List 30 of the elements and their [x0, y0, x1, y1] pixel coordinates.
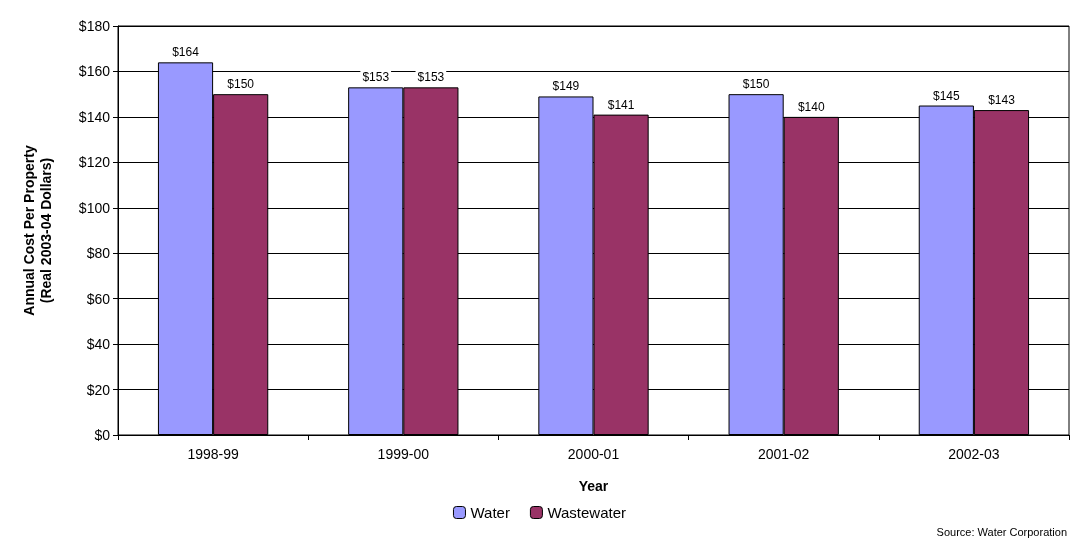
data-label: $143 [988, 93, 1016, 108]
data-label: $145 [932, 88, 960, 103]
data-label: $153 [362, 70, 390, 85]
x-tick-label: 2000-01 [567, 446, 620, 462]
y-tick-label: $160 [78, 63, 111, 80]
data-label: $140 [797, 99, 825, 114]
data-label: $149 [552, 79, 580, 94]
y-tick-label: $60 [86, 290, 111, 307]
y-tick-label: $100 [78, 199, 111, 216]
x-axis-title: Year [578, 478, 609, 494]
y-tick-label: $180 [78, 18, 111, 34]
legend-label: Wastewater [547, 504, 627, 521]
y-tick-label: $140 [78, 108, 111, 125]
data-label: $153 [417, 70, 445, 85]
x-tick-label: 2002-03 [948, 446, 1000, 462]
y-tick-label: $20 [86, 381, 111, 398]
y-tick-label: $80 [86, 245, 111, 262]
y-tick-label: $120 [78, 154, 111, 171]
x-tick-label: 2001-02 [758, 446, 810, 462]
data-label: $141 [607, 97, 635, 112]
legend-label: Water [470, 504, 510, 521]
x-tick-label: 1999-00 [377, 446, 430, 462]
y-tick-label: $0 [94, 427, 111, 443]
y-axis-title: Annual Cost Per Property (Real 2003-04 Dollars) [20, 145, 54, 316]
data-label: $150 [742, 77, 770, 92]
source-note: Source: Water Corporation [936, 525, 1068, 538]
x-tick-label: 1998-99 [187, 446, 239, 462]
data-label: $164 [172, 45, 200, 60]
y-tick-label: $40 [86, 336, 111, 353]
data-label: $150 [227, 77, 255, 92]
